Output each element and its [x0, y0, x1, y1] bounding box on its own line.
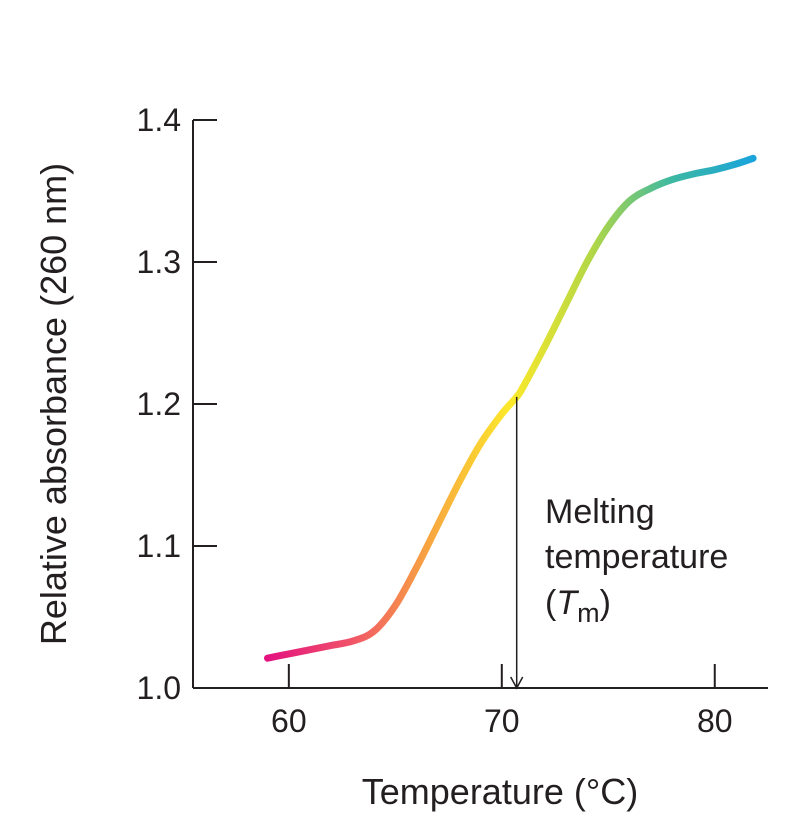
- x-tick-label: 80: [697, 703, 733, 739]
- tm-arrow-head: [510, 676, 524, 690]
- y-tick-label: 1.2: [137, 386, 181, 422]
- y-tick-label: 1.3: [137, 244, 181, 280]
- annotation-label-line-1: Melting: [545, 493, 655, 531]
- x-axis-title: Temperature (°C): [362, 771, 638, 812]
- y-tick-label: 1.4: [137, 102, 181, 138]
- y-ticks: 1.0 1.1 1.2 1.3 1.4: [137, 102, 217, 706]
- annotation-label-line-2: temperature: [545, 538, 728, 576]
- x-tick-label: 70: [484, 703, 520, 739]
- y-tick-label: 1.0: [137, 670, 181, 706]
- melting-curve-line: [264, 154, 757, 662]
- annotation-symbol-tm: (Tm): [545, 584, 611, 628]
- melting-temperature-annotation: Melting temperature (Tm): [510, 396, 728, 690]
- x-ticks: 60 70 80: [271, 664, 733, 739]
- tm-symbol: T: [556, 584, 579, 622]
- axes: [192, 120, 768, 689]
- y-tick-label: 1.1: [137, 528, 181, 564]
- y-axis-title: Relative absorbance (260 nm): [33, 163, 74, 645]
- tm-subscript: m: [577, 598, 600, 628]
- x-tick-label: 60: [271, 703, 307, 739]
